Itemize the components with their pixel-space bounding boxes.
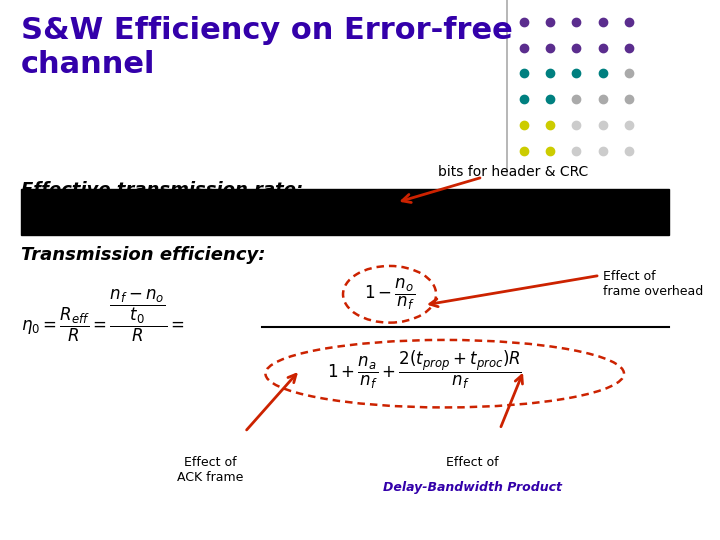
Text: S&W Efficiency on Error-free
channel: S&W Efficiency on Error-free channel — [21, 16, 513, 79]
Text: Effective transmission rate:: Effective transmission rate: — [21, 181, 303, 199]
Text: Effect of: Effect of — [446, 456, 499, 469]
Text: Effect of
frame overhead: Effect of frame overhead — [603, 270, 703, 298]
FancyBboxPatch shape — [21, 189, 669, 235]
Text: Effect of
ACK frame: Effect of ACK frame — [177, 456, 243, 484]
Text: Transmission efficiency:: Transmission efficiency: — [21, 246, 265, 264]
Text: $1 + \dfrac{n_a}{n_f} + \dfrac{2(t_{prop} + t_{proc})R}{n_f}$: $1 + \dfrac{n_a}{n_f} + \dfrac{2(t_{prop… — [327, 349, 521, 391]
Text: $\eta_0 = \dfrac{R_{eff}}{R} = \dfrac{\dfrac{n_f - n_o}{t_0}}{R} = $: $\eta_0 = \dfrac{R_{eff}}{R} = \dfrac{\d… — [21, 288, 184, 344]
Text: $1 - \dfrac{n_o}{n_f}$: $1 - \dfrac{n_o}{n_f}$ — [364, 276, 415, 312]
Text: bits for header & CRC: bits for header & CRC — [438, 165, 588, 179]
Text: Delay-Bandwidth Product: Delay-Bandwidth Product — [383, 481, 562, 494]
